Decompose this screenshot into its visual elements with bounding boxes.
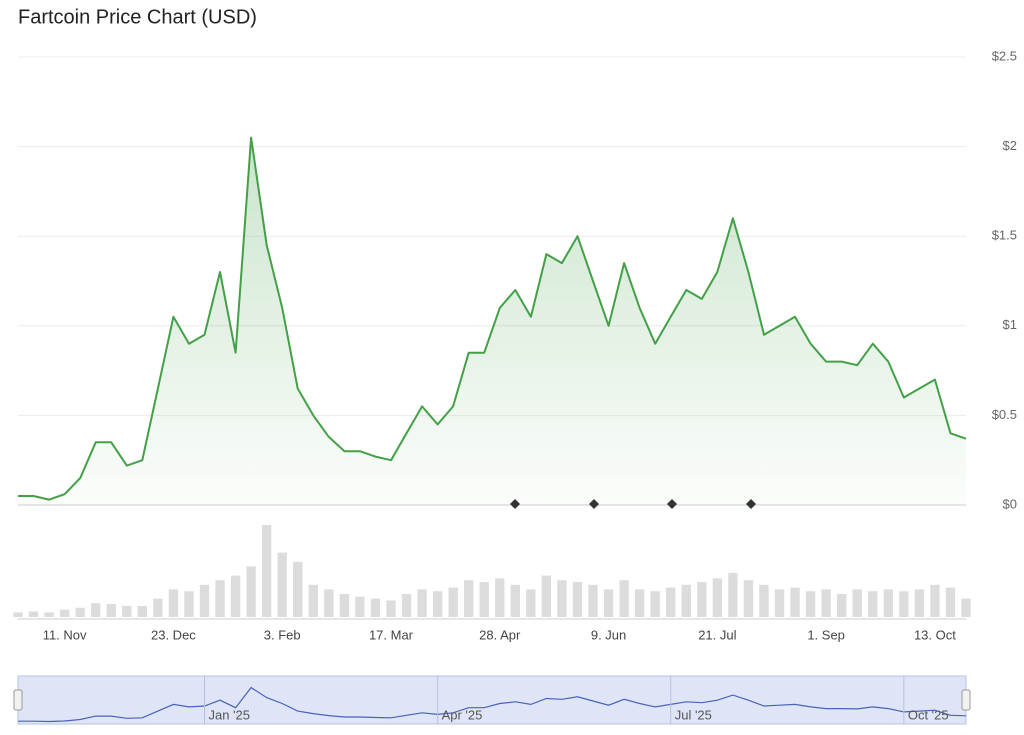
navigator-label: Jul '25 [675,707,712,722]
volume-bar [168,589,179,617]
volume-bar [945,587,956,617]
volume-bar [899,591,909,617]
y-tick-label: $0 [1003,496,1017,511]
navigator-line [18,686,967,723]
navigator-handle[interactable] [961,689,971,711]
volume-bar [852,589,862,617]
volume-bar [712,578,723,617]
volume-bar [495,578,505,617]
volume-bar [588,584,598,617]
volume-bar [448,587,458,617]
navigator-label: Jan '25 [208,707,250,722]
volume-bar [199,584,210,617]
volume-bar [774,589,785,617]
volume-bar [821,589,831,617]
volume-bar [355,596,365,617]
volume-bar [432,591,443,617]
volume-bar [106,604,116,617]
y-tick-label: $1 [1003,317,1017,332]
navigator-label: Apr '25 [442,707,483,722]
volume-bar [386,600,396,617]
navigator[interactable] [17,675,967,725]
volume-bar [137,605,147,617]
volume-bar [479,582,489,617]
volume-bar [370,598,381,617]
navigator-handle[interactable] [13,689,23,711]
volume-bar [91,603,101,617]
volume-bar [184,591,194,617]
x-tick-label: 13. Oct [914,627,956,642]
volume-bar [308,584,318,617]
volume-bar [914,589,925,617]
volume-bar [153,598,163,617]
y-tick-label: $2.5 [992,48,1017,63]
volume-bar [246,566,256,617]
volume-bar [619,580,629,617]
volume-bar [743,580,754,617]
volume-bar [261,525,272,617]
volume-bar [634,589,645,617]
volume-bar [572,582,583,617]
volume-bar [930,584,940,617]
x-tick-label: 1. Sep [807,627,845,642]
y-tick-label: $0.5 [992,407,1017,422]
x-tick-label: 21. Jul [698,627,736,642]
volume-bar [28,611,39,617]
volume-bar [13,612,23,617]
volume-bar [230,575,241,617]
volume-bar [277,552,287,617]
volume-bar [526,589,536,617]
volume-bar [464,580,474,617]
volume-bar [293,561,303,617]
volume-bar [650,591,660,617]
volume-bar [59,609,70,617]
price-line [18,136,967,501]
x-tick-label: 28. Apr [479,627,521,642]
volume-bar [790,587,800,617]
x-tick-label: 17. Mar [369,627,414,642]
y-tick-label: $1.5 [992,228,1017,243]
volume-bar [697,582,707,617]
x-tick-label: 23. Dec [151,627,196,642]
volume-bar [44,612,54,617]
x-tick-label: 3. Feb [264,627,301,642]
volume-bar [417,589,427,617]
volume-bar [805,591,816,617]
volume-bar [681,584,691,617]
volume-bar [603,589,614,617]
volume-bar [557,580,567,617]
x-tick-label: 11. Nov [43,627,87,642]
flags [510,499,756,509]
volume-bar [868,591,878,617]
volume-bar [401,594,412,617]
volume-bar [510,584,520,617]
navigator-label: Oct '25 [908,707,949,722]
volume-bar [961,598,971,617]
volume-bar [883,589,893,617]
volume-bar [75,607,85,617]
chart-title: Fartcoin Price Chart (USD) [18,6,257,28]
volume-bar [339,594,350,617]
volume-bar [728,572,738,617]
x-tick-label: 9. Jun [591,627,626,642]
volume-bar [122,605,132,617]
volume-bar [541,575,552,617]
price-area [18,137,966,505]
volume-bar [215,580,225,617]
volume-bar [666,587,676,617]
y-tick-label: $2 [1003,138,1017,153]
volume-bar [324,589,334,617]
volume-bar [837,594,847,617]
volume-bar [759,584,769,617]
